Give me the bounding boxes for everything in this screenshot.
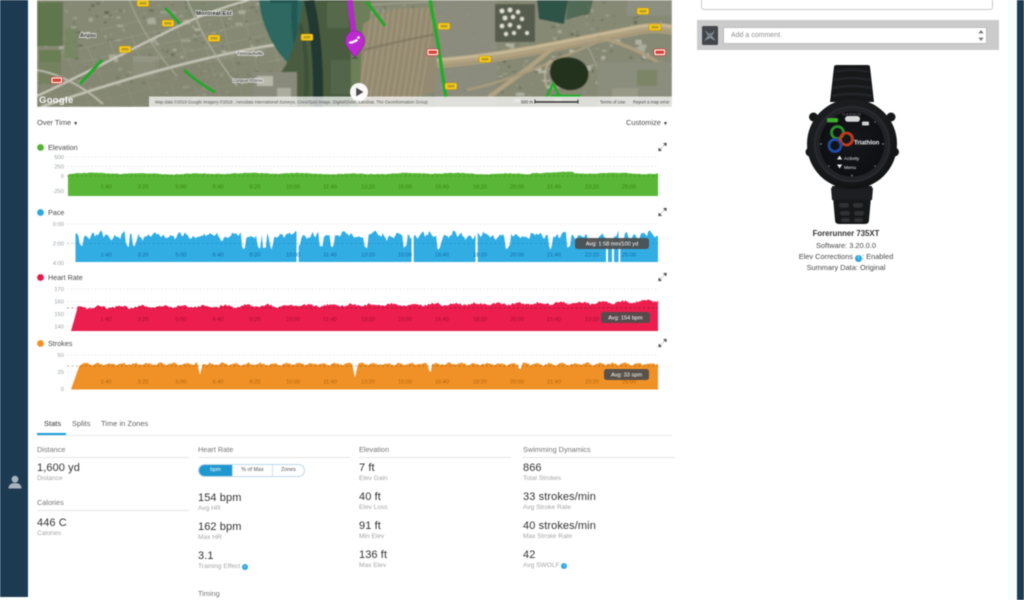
svg-text:1:40: 1:40 bbox=[101, 185, 112, 191]
svg-text:1:40: 1:40 bbox=[101, 317, 112, 323]
svg-text:10:00: 10:00 bbox=[286, 253, 300, 259]
svg-text:20:00: 20:00 bbox=[510, 317, 524, 323]
svg-text:500: 500 bbox=[54, 155, 64, 161]
svg-text:23:20: 23:20 bbox=[585, 253, 599, 259]
svg-text:Pace: Pace bbox=[48, 208, 64, 217]
svg-text:23:20: 23:20 bbox=[585, 380, 599, 386]
svg-text:0:00: 0:00 bbox=[53, 222, 64, 228]
svg-text:25:00: 25:00 bbox=[622, 380, 636, 386]
svg-text:15:00: 15:00 bbox=[398, 253, 412, 259]
svg-text:Terms of Use: Terms of Use bbox=[600, 100, 626, 105]
svg-text:1:40: 1:40 bbox=[101, 253, 112, 259]
svg-text:16:40: 16:40 bbox=[435, 317, 449, 323]
svg-text:Anjou: Anjou bbox=[80, 33, 96, 39]
svg-text:Tétreaultville: Tétreaultville bbox=[237, 51, 263, 56]
svg-text:4:00: 4:00 bbox=[53, 261, 64, 267]
svg-text:150: 150 bbox=[54, 312, 64, 318]
svg-text:Strokes: Strokes bbox=[48, 339, 73, 348]
svg-text:Report a map error: Report a map error bbox=[633, 100, 670, 105]
svg-text:Longue-Pointe: Longue-Pointe bbox=[233, 78, 263, 83]
svg-text:15:00: 15:00 bbox=[398, 317, 412, 323]
svg-text:10:00: 10:00 bbox=[286, 380, 300, 386]
svg-text:3:20: 3:20 bbox=[138, 380, 149, 386]
svg-text:Montréal-Est: Montréal-Est bbox=[196, 11, 232, 17]
svg-text:Avg: 154 bpm: Avg: 154 bpm bbox=[608, 316, 643, 322]
svg-text:Anjou: Anjou bbox=[80, 33, 96, 39]
svg-text:10:00: 10:00 bbox=[286, 317, 300, 323]
svg-text:160: 160 bbox=[54, 300, 64, 306]
svg-text:Map data ©2019 Google Imagery: Map data ©2019 Google Imagery ©2019 , Ae… bbox=[155, 100, 428, 105]
svg-text:11:40: 11:40 bbox=[323, 317, 337, 323]
svg-text:21:40: 21:40 bbox=[547, 253, 561, 259]
svg-text:Activity: Activity bbox=[844, 156, 860, 162]
svg-text:18:20: 18:20 bbox=[473, 317, 487, 323]
svg-text:10:00: 10:00 bbox=[286, 185, 300, 191]
svg-text:25:00: 25:00 bbox=[622, 185, 636, 191]
svg-text:13:20: 13:20 bbox=[361, 253, 375, 259]
svg-text:-250: -250 bbox=[52, 189, 64, 195]
svg-text:13:20: 13:20 bbox=[361, 185, 375, 191]
svg-text:Triathlon: Triathlon bbox=[854, 141, 880, 147]
svg-text:500 m: 500 m bbox=[521, 100, 533, 105]
svg-text:Tétreaultville: Tétreaultville bbox=[237, 51, 263, 56]
svg-text:0: 0 bbox=[61, 174, 64, 180]
svg-text:25:00: 25:00 bbox=[622, 253, 636, 259]
svg-text:13:20: 13:20 bbox=[361, 380, 375, 386]
svg-text:23:20: 23:20 bbox=[585, 317, 599, 323]
svg-text:2:00: 2:00 bbox=[53, 242, 64, 248]
svg-text:8:20: 8:20 bbox=[250, 185, 261, 191]
svg-text:25: 25 bbox=[58, 370, 64, 376]
svg-text:5:00: 5:00 bbox=[176, 253, 187, 259]
svg-text:170: 170 bbox=[54, 287, 64, 293]
svg-text:6:40: 6:40 bbox=[213, 380, 224, 386]
svg-text:Longue-Pointe: Longue-Pointe bbox=[233, 78, 263, 83]
svg-text:1:40: 1:40 bbox=[101, 380, 112, 386]
svg-text:18:20: 18:20 bbox=[473, 185, 487, 191]
svg-text:21:40: 21:40 bbox=[547, 185, 561, 191]
svg-text:20:00: 20:00 bbox=[510, 380, 524, 386]
svg-text:11:40: 11:40 bbox=[323, 380, 337, 386]
svg-text:3:20: 3:20 bbox=[138, 317, 149, 323]
svg-text:Elevation: Elevation bbox=[48, 143, 78, 152]
svg-text:15:00: 15:00 bbox=[398, 185, 412, 191]
svg-text:8:20: 8:20 bbox=[250, 380, 261, 386]
svg-text:8:20: 8:20 bbox=[250, 317, 261, 323]
svg-text:50: 50 bbox=[58, 353, 64, 359]
svg-text:Avg: 33 spm: Avg: 33 spm bbox=[611, 373, 642, 379]
svg-text:15:00: 15:00 bbox=[398, 380, 412, 386]
svg-text:Menu: Menu bbox=[844, 165, 856, 171]
svg-text:21:40: 21:40 bbox=[547, 380, 561, 386]
svg-text:GARMIN: GARMIN bbox=[842, 113, 861, 117]
svg-text:Montréal-Est: Montréal-Est bbox=[196, 11, 232, 17]
svg-text:Google: Google bbox=[39, 95, 74, 106]
svg-text:11:40: 11:40 bbox=[323, 253, 337, 259]
svg-text:6:40: 6:40 bbox=[213, 317, 224, 323]
svg-text:3:20: 3:20 bbox=[138, 253, 149, 259]
svg-text:18:20: 18:20 bbox=[473, 253, 487, 259]
svg-text:140: 140 bbox=[54, 325, 64, 331]
svg-text:21:40: 21:40 bbox=[547, 317, 561, 323]
svg-text:8:20: 8:20 bbox=[250, 253, 261, 259]
svg-text:16:40: 16:40 bbox=[435, 253, 449, 259]
svg-text:5:00: 5:00 bbox=[176, 380, 187, 386]
svg-text:5:00: 5:00 bbox=[176, 317, 187, 323]
svg-text:16:40: 16:40 bbox=[435, 185, 449, 191]
svg-text:6:40: 6:40 bbox=[213, 185, 224, 191]
svg-text:13:20: 13:20 bbox=[361, 317, 375, 323]
svg-text:Avg: 1:58 min/100 yd: Avg: 1:58 min/100 yd bbox=[586, 242, 638, 248]
svg-text:20:00: 20:00 bbox=[510, 253, 524, 259]
svg-text:Heart Rate: Heart Rate bbox=[48, 273, 83, 282]
svg-text:18:20: 18:20 bbox=[473, 380, 487, 386]
svg-text:20:00: 20:00 bbox=[510, 185, 524, 191]
svg-text:5:00: 5:00 bbox=[176, 185, 187, 191]
svg-text:16:40: 16:40 bbox=[435, 380, 449, 386]
svg-text:6:40: 6:40 bbox=[213, 253, 224, 259]
svg-text:0: 0 bbox=[61, 387, 64, 393]
svg-text:23:20: 23:20 bbox=[585, 185, 599, 191]
svg-text:250: 250 bbox=[54, 165, 64, 171]
svg-text:11:40: 11:40 bbox=[323, 185, 337, 191]
svg-text:3:20: 3:20 bbox=[138, 185, 149, 191]
